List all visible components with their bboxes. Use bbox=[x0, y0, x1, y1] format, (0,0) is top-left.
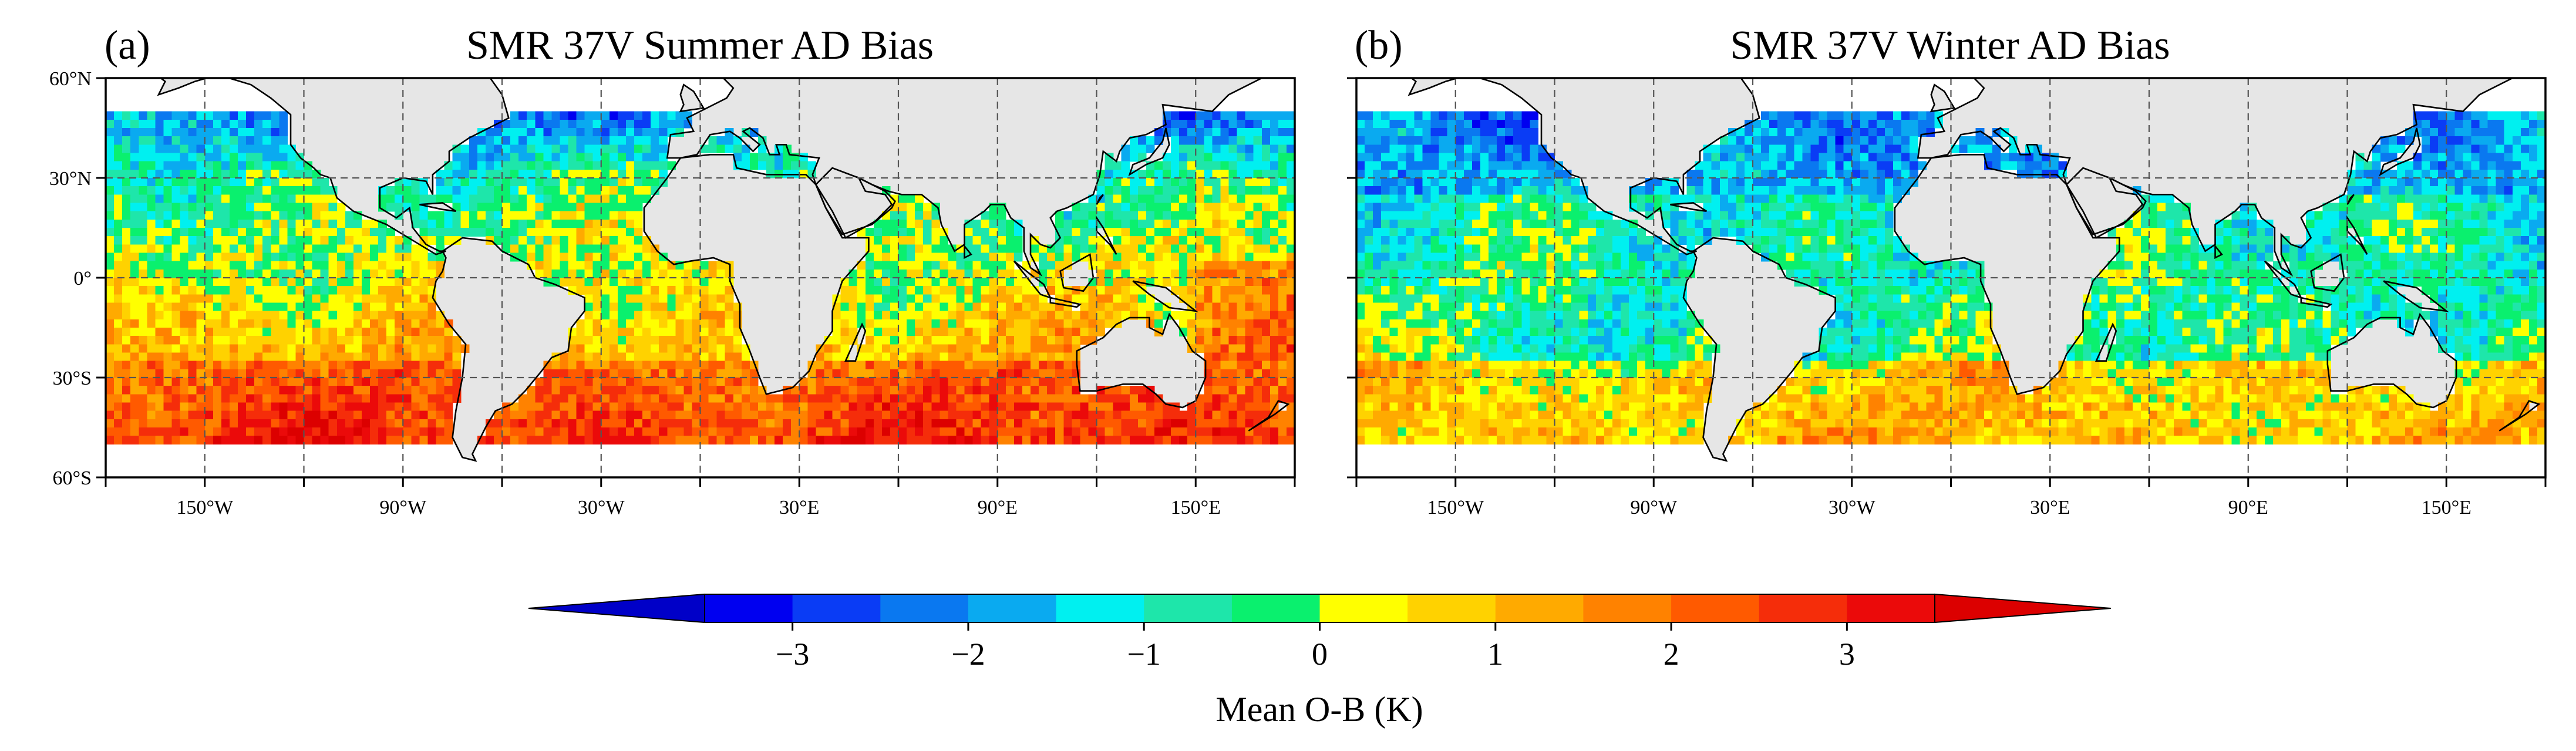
coastline bbox=[2264, 260, 2303, 299]
colorbar-tick-label: 1 bbox=[1487, 637, 1503, 672]
coastline bbox=[1132, 280, 1198, 312]
panel-b-label: (b) bbox=[1355, 23, 1403, 68]
coastline bbox=[1076, 312, 1207, 409]
colorbar-tick-label: −2 bbox=[951, 637, 985, 672]
colorbar-segment bbox=[792, 594, 881, 622]
colorbar-segment bbox=[1144, 594, 1233, 622]
lat-tick-label: 30°N bbox=[49, 168, 92, 190]
lon-tick-label: 90°E bbox=[2228, 497, 2268, 518]
lon-tick-label: 150°W bbox=[176, 497, 234, 518]
lat-tick-label: 30°S bbox=[52, 368, 92, 389]
coastline bbox=[419, 202, 456, 212]
coastline bbox=[2310, 253, 2345, 292]
coastline bbox=[844, 322, 867, 362]
coastline bbox=[2095, 322, 2117, 362]
coastline bbox=[1894, 154, 2120, 395]
coastline bbox=[1917, 78, 2515, 277]
colorbar-segment bbox=[1407, 594, 1496, 622]
summer-bias-field bbox=[106, 111, 1295, 444]
lon-tick-label: 90°E bbox=[978, 497, 1018, 518]
colorbar-segment bbox=[1056, 594, 1144, 622]
coastline bbox=[2346, 215, 2368, 255]
coastline bbox=[1407, 78, 1760, 255]
lon-tick-label: 150°W bbox=[1427, 497, 1484, 518]
colorbar-segment bbox=[1583, 594, 1672, 622]
colorbar-tick-label: 3 bbox=[1839, 637, 1855, 672]
coastline bbox=[1096, 194, 1104, 206]
colorbar-segment bbox=[705, 594, 793, 622]
colorbar-label: Mean O-B (K) bbox=[1215, 690, 1423, 729]
colorbar-segment bbox=[1671, 594, 1760, 622]
coastline bbox=[964, 244, 972, 260]
colorbar-segment bbox=[1495, 594, 1584, 622]
coastline bbox=[679, 83, 705, 113]
coastline bbox=[157, 78, 510, 255]
coastline bbox=[1128, 127, 1170, 177]
colorbar-segment bbox=[1231, 594, 1320, 622]
coastline bbox=[814, 167, 896, 235]
coastline bbox=[2379, 127, 2421, 177]
colorbar-tick-label: 0 bbox=[1312, 637, 1328, 672]
lon-tick-label: 30°E bbox=[779, 497, 819, 518]
colorbar-extend-low bbox=[528, 593, 705, 624]
lon-tick-label: 30°E bbox=[2030, 497, 2070, 518]
colorbar-segment bbox=[968, 594, 1056, 622]
colorbar-tick-label: −1 bbox=[1127, 637, 1160, 672]
colorbar-segment bbox=[1319, 594, 1408, 622]
coastline bbox=[1930, 83, 1956, 113]
coastline bbox=[1059, 253, 1095, 292]
lon-tick-label: 90°W bbox=[1630, 497, 1678, 518]
panel-b-map: 150°W 90°W 30°W 30°E 90°E 150°E bbox=[1347, 77, 2547, 518]
colorbar-tick-label: −3 bbox=[776, 637, 809, 672]
lon-tick-label: 30°W bbox=[1829, 497, 1876, 518]
coastline bbox=[2300, 297, 2333, 308]
colorbar: Mean O-B (K) −3 −2 −1 0 1 2 3 bbox=[528, 593, 2112, 729]
coastline bbox=[666, 78, 1264, 277]
coastline bbox=[2065, 167, 2147, 235]
lon-tick-label: 90°W bbox=[379, 497, 427, 518]
coastline bbox=[2498, 400, 2541, 432]
coastline bbox=[2383, 280, 2449, 312]
colorbar-segment bbox=[880, 594, 969, 622]
coastline bbox=[2346, 194, 2355, 206]
panel-a-map: 150°W 90°W 30°W 30°E 90°E 150°E 60°N 30°N 0° 30°S… bbox=[49, 68, 1296, 518]
lon-tick-label: 30°W bbox=[578, 497, 625, 518]
coastline bbox=[643, 154, 870, 395]
coastline bbox=[1049, 297, 1082, 308]
coastline bbox=[2214, 244, 2223, 260]
panel-b: (b) SMR 37V Winter AD Bias 150°W 90°W 30°W… bbox=[1347, 23, 2547, 518]
colorbar-tick-label: 2 bbox=[1664, 637, 1679, 672]
lon-tick-label: 150°E bbox=[2422, 497, 2471, 518]
panel-a-title: SMR 37V Summer AD Bias bbox=[466, 23, 934, 68]
panel-b-title: SMR 37V Winter AD Bias bbox=[1730, 23, 2170, 68]
lon-tick-label: 150°E bbox=[1171, 497, 1221, 518]
panel-a-label: (a) bbox=[105, 23, 150, 68]
panel-a: (a) SMR 37V Summer AD Bias 150°W 90°W 30°W… bbox=[49, 23, 1296, 518]
winter-bias-field bbox=[1356, 111, 2545, 444]
colorbar-segment bbox=[1759, 594, 1847, 622]
coastline bbox=[1248, 400, 1290, 432]
colorbar-segment bbox=[1847, 594, 1935, 622]
coastline bbox=[2326, 312, 2457, 409]
colorbar-extend-high bbox=[1934, 593, 2112, 624]
coastline bbox=[1013, 260, 1052, 299]
coastline bbox=[1670, 202, 1707, 212]
coastline bbox=[1096, 215, 1117, 255]
lat-tick-label: 0° bbox=[73, 268, 92, 289]
lat-tick-label: 60°N bbox=[49, 68, 92, 90]
lat-tick-label: 60°S bbox=[52, 467, 92, 489]
